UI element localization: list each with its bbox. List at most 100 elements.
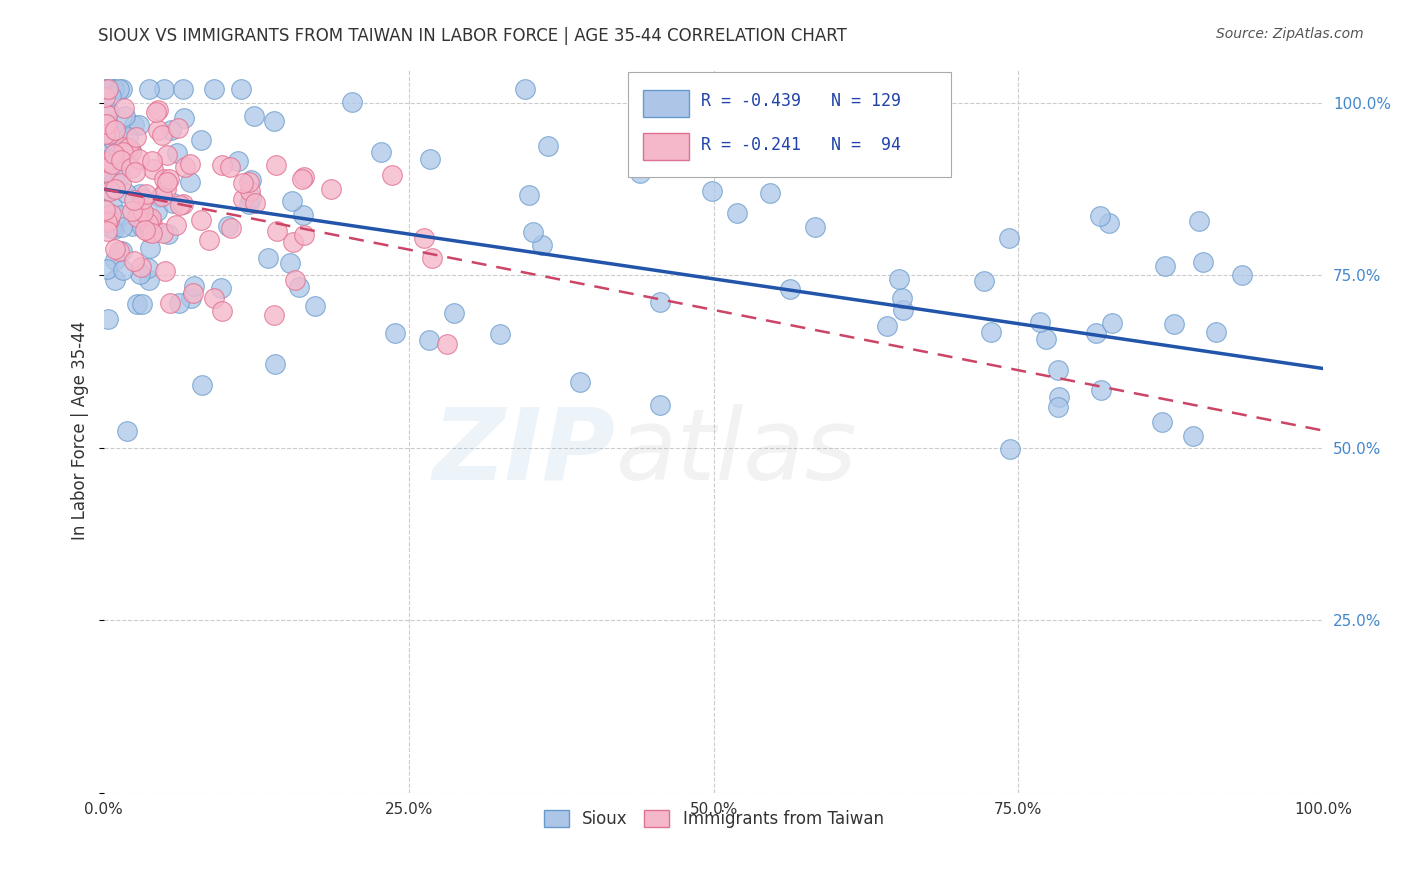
Point — [94, 82, 117, 96]
Point — [115, 186, 138, 201]
Point — [522, 225, 544, 239]
Point — [489, 326, 512, 341]
Point — [292, 170, 315, 185]
Point — [155, 182, 177, 196]
Text: atlas: atlas — [616, 404, 858, 500]
Point — [141, 153, 163, 168]
Point — [156, 147, 179, 161]
Point — [1046, 363, 1069, 377]
Point — [179, 157, 201, 171]
Point — [1035, 332, 1057, 346]
Point — [1230, 268, 1253, 283]
Point — [134, 223, 156, 237]
Point — [157, 172, 180, 186]
Point — [304, 299, 326, 313]
Point — [101, 157, 124, 171]
Point — [238, 196, 260, 211]
Point — [150, 128, 173, 142]
Point — [202, 82, 225, 96]
Point — [174, 160, 197, 174]
Text: R = -0.439   N = 129: R = -0.439 N = 129 — [702, 92, 901, 110]
Legend: Sioux, Immigrants from Taiwan: Sioux, Immigrants from Taiwan — [537, 804, 890, 835]
Point — [128, 152, 150, 166]
Point — [232, 192, 254, 206]
Bar — [643, 89, 689, 117]
Point — [150, 189, 173, 203]
Point — [111, 219, 134, 234]
Point — [1150, 415, 1173, 429]
Text: SIOUX VS IMMIGRANTS FROM TAIWAN IN LABOR FORCE | AGE 35-44 CORRELATION CHART: SIOUX VS IMMIGRANTS FROM TAIWAN IN LABOR… — [98, 27, 848, 45]
Point — [135, 187, 157, 202]
Point — [211, 304, 233, 318]
Point — [1029, 315, 1052, 329]
Point — [530, 238, 553, 252]
Point — [104, 273, 127, 287]
Point — [115, 424, 138, 438]
Point — [138, 82, 160, 96]
Point — [136, 216, 159, 230]
Point — [190, 133, 212, 147]
Point — [238, 175, 260, 189]
Point — [136, 218, 159, 232]
Point — [104, 242, 127, 256]
Point — [112, 101, 135, 115]
Point — [891, 291, 914, 305]
Point — [94, 165, 117, 179]
Point — [121, 219, 143, 234]
Point — [149, 189, 172, 203]
Point — [148, 123, 170, 137]
Point — [281, 194, 304, 208]
Point — [893, 302, 915, 317]
Point — [169, 198, 191, 212]
Point — [97, 104, 120, 119]
Point — [100, 207, 122, 221]
Point — [103, 174, 125, 188]
Point — [1098, 216, 1121, 230]
Point — [104, 182, 127, 196]
Point — [1205, 325, 1227, 339]
Point — [742, 120, 765, 134]
Point — [146, 103, 169, 117]
Point — [1188, 214, 1211, 228]
Point — [103, 134, 125, 148]
Point — [436, 337, 458, 351]
Point — [257, 251, 280, 265]
Point — [172, 197, 194, 211]
Point — [1084, 326, 1107, 340]
Point — [998, 442, 1021, 456]
Point — [96, 82, 118, 96]
Point — [1163, 317, 1185, 331]
Point — [340, 95, 363, 109]
Point — [127, 297, 149, 311]
Point — [141, 226, 163, 240]
Point — [100, 221, 122, 235]
Point — [103, 222, 125, 236]
Point — [125, 210, 148, 224]
Point — [104, 253, 127, 268]
Point — [183, 278, 205, 293]
Point — [107, 244, 129, 258]
Point — [537, 139, 560, 153]
Point — [419, 152, 441, 166]
Point — [281, 235, 304, 249]
Point — [517, 188, 540, 202]
Bar — [643, 133, 689, 161]
Point — [229, 82, 252, 96]
Point — [804, 220, 827, 235]
Point — [172, 82, 194, 96]
Point — [221, 221, 243, 235]
Point — [94, 203, 117, 218]
Point — [1090, 383, 1112, 397]
Point — [1181, 428, 1204, 442]
Point — [101, 82, 124, 96]
Point — [443, 306, 465, 320]
Point — [239, 173, 262, 187]
Point — [1047, 401, 1070, 415]
Point — [94, 127, 117, 141]
Point — [264, 158, 287, 172]
Point — [107, 128, 129, 143]
Point — [128, 267, 150, 281]
Point — [418, 334, 440, 348]
Point — [122, 194, 145, 208]
Point — [209, 281, 232, 295]
